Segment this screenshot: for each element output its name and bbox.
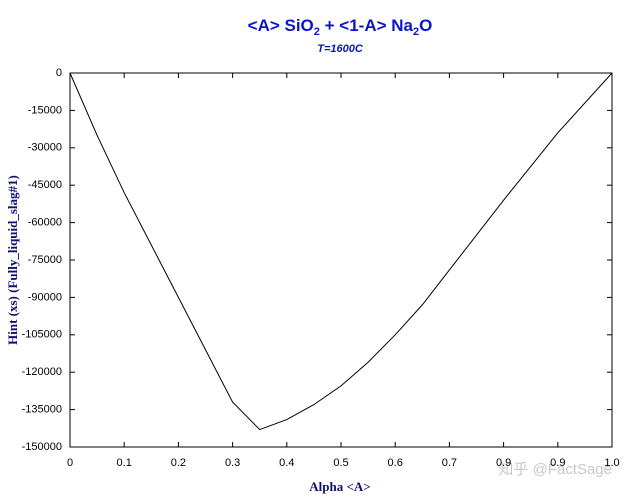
y-tick-label: -45000 (28, 179, 62, 191)
x-tick-label: 0.2 (171, 457, 186, 469)
plot-frame (69, 72, 613, 448)
y-tick-label: -60000 (28, 217, 62, 229)
y-tick-label: -75000 (28, 254, 62, 266)
x-tick-label: 0.4 (279, 457, 294, 469)
y-tick-label: -15000 (28, 104, 62, 116)
y-tick-label: -90000 (28, 291, 62, 303)
title-subscript: 2 (413, 26, 419, 38)
line (69, 72, 613, 431)
y-tick-label: -120000 (22, 366, 62, 378)
y-tick-label: -150000 (22, 441, 62, 453)
x-tick-label: 0.9 (496, 457, 511, 469)
x-tick-label: 0.3 (225, 457, 240, 469)
x-tick-label: 0.7 (442, 457, 457, 469)
chart-subtitle: T=1600C (317, 43, 364, 55)
x-tick-label: 1.0 (604, 457, 619, 469)
y-tick-label: -30000 (28, 142, 62, 154)
y-axis-label: Hint (xs) (Fully_liquid_slag#1) (5, 175, 20, 345)
x-tick-label: 0.5 (333, 457, 348, 469)
title-part: + <1-A> Na (320, 16, 414, 35)
title-part: <A> SiO (248, 16, 314, 35)
x-tick-label: 0.1 (117, 457, 132, 469)
y-tick-label: -105000 (22, 329, 62, 341)
watermark: 知乎 @FactSage (498, 461, 612, 478)
x-tick-label: 0 (67, 457, 73, 469)
title-part: O (419, 16, 432, 35)
x-tick-label: 0.9 (550, 457, 565, 469)
chart-title: <A> SiO2 + <1-A> Na2O (248, 16, 433, 37)
x-tick-label: 0.6 (388, 457, 403, 469)
x-axis-label: Alpha <A> (309, 479, 370, 494)
y-tick-label: 0 (56, 67, 62, 79)
title-subscript: 2 (314, 26, 320, 38)
y-tick-label: -135000 (22, 404, 62, 416)
